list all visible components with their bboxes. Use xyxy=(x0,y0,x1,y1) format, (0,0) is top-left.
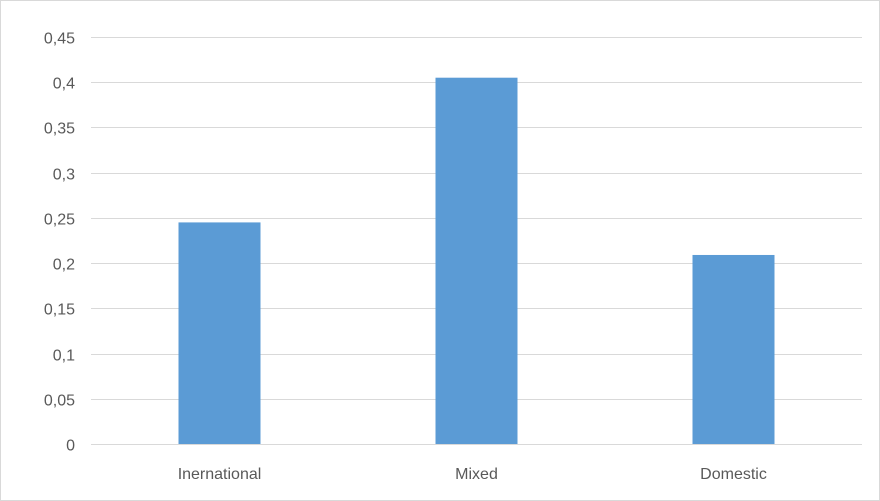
bar-mixed xyxy=(435,77,518,444)
y-tick-label: 0,4 xyxy=(53,76,75,93)
x-axis-tick-labels: Inernational Mixed Domestic xyxy=(178,466,767,483)
y-tick-label: 0,25 xyxy=(44,212,75,229)
bar-inernational xyxy=(178,222,261,444)
x-tick-label: Inernational xyxy=(178,466,262,483)
x-tick-label: Domestic xyxy=(700,466,767,483)
y-tick-label: 0,05 xyxy=(44,393,75,410)
bars xyxy=(178,77,775,444)
y-tick-label: 0,3 xyxy=(53,167,75,184)
y-axis-tick-labels: 0 0,05 0,1 0,15 0,2 0,25 0,3 0,35 0,4 0,45 xyxy=(44,31,75,455)
y-tick-label: 0,35 xyxy=(44,121,75,138)
bar-domestic xyxy=(692,254,775,444)
y-tick-label: 0,2 xyxy=(53,257,75,274)
x-tick-label: Mixed xyxy=(455,466,498,483)
y-tick-label: 0,15 xyxy=(44,302,75,319)
y-tick-label: 0 xyxy=(66,438,75,455)
y-tick-label: 0,1 xyxy=(53,348,75,365)
y-tick-label: 0,45 xyxy=(44,31,75,48)
